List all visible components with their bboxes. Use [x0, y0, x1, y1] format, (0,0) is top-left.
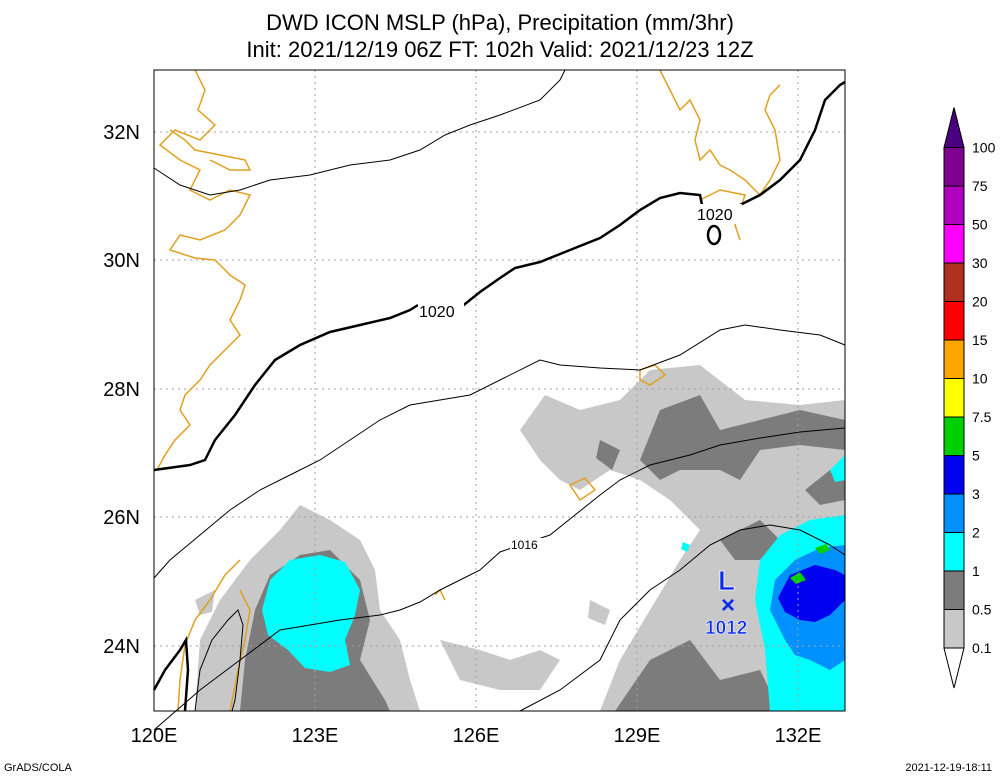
- colorbar-label: 15: [972, 332, 988, 348]
- colorbar-box: [943, 262, 965, 302]
- isobar-label-bg: [510, 538, 544, 552]
- colorbar-box: [943, 339, 965, 379]
- colorbar-label: 30: [972, 255, 988, 271]
- low-symbol: L: [718, 565, 735, 596]
- isobars-thick: [152, 80, 846, 712]
- chart-subtitle: Init: 2021/12/19 06Z FT: 102h Valid: 202…: [246, 37, 754, 62]
- isobars-thin: [153, 69, 846, 731]
- grid-lines: [154, 70, 845, 711]
- colorbar-label: 2: [972, 525, 980, 541]
- colorbar-label: 7.5: [972, 409, 992, 425]
- isobar-label-bg: [696, 204, 742, 224]
- colorbar-end-low: [943, 647, 965, 689]
- colorbar-label: 100: [972, 140, 996, 156]
- x-tick-label: 123E: [292, 725, 339, 747]
- y-tick-label: 24N: [103, 636, 140, 658]
- x-tick-label: 126E: [453, 725, 500, 747]
- colorbar-label: 1: [972, 563, 980, 579]
- isobar-label-1020-b: 1020: [697, 207, 733, 224]
- map-plot-area: [152, 69, 846, 731]
- colorbar-box: [943, 493, 965, 533]
- isobar-label-bg: [418, 300, 464, 320]
- low-pressure-value: 1012: [705, 618, 747, 639]
- y-axis: 24N 26N 28N 30N 32N: [103, 122, 140, 658]
- y-tick-label: 26N: [103, 507, 140, 529]
- colorbar-label: 20: [972, 294, 988, 310]
- colorbar-box: [943, 416, 965, 456]
- low-pressure-center: L × 1012: [705, 565, 748, 640]
- x-tick-label: 129E: [614, 725, 661, 747]
- colorbar-box: [943, 532, 965, 572]
- isobar-label-1016: 1016: [511, 538, 538, 552]
- colorbar-box: [943, 570, 965, 610]
- colorbar-box: [943, 185, 965, 225]
- x-tick-label: 132E: [775, 725, 822, 747]
- colorbar-box: [943, 378, 965, 418]
- colorbar-label: 50: [972, 217, 988, 233]
- colorbar: 0.1 0.5 1 2 3 5 7.5 10 15 20 30 50 75 100: [943, 107, 996, 689]
- y-tick-label: 32N: [103, 122, 140, 144]
- colorbar-label: 75: [972, 178, 988, 194]
- isobar-label-1020-a: 1020: [419, 304, 455, 321]
- colorbar-label: 5: [972, 448, 980, 464]
- x-axis: 120E 123E 126E 129E 132E: [131, 725, 822, 747]
- footer-timestamp: 2021-12-19-18:11: [905, 762, 992, 774]
- y-tick-label: 30N: [103, 250, 140, 272]
- colorbar-box: [943, 147, 965, 187]
- low-marker: ×: [721, 592, 735, 619]
- colorbar-label: 0.1: [972, 640, 992, 656]
- map-frame: [153, 69, 846, 712]
- y-tick-label: 28N: [103, 379, 140, 401]
- colorbar-box: [943, 609, 965, 649]
- precip-green: [790, 544, 830, 584]
- chart-title: DWD ICON MSLP (hPa), Precipitation (mm/3…: [266, 10, 734, 35]
- colorbar-label: 0.5: [972, 602, 992, 618]
- isobar-labels: 1020 1020 1016: [418, 204, 742, 552]
- colorbar-label: 10: [972, 371, 988, 387]
- colorbar-box: [943, 301, 965, 341]
- x-tick-label: 120E: [131, 725, 178, 747]
- colorbar-box: [943, 455, 965, 495]
- colorbar-box: [943, 224, 965, 264]
- footer-credit: GrADS/COLA: [4, 762, 72, 774]
- coastlines: [157, 69, 781, 712]
- colorbar-end-high: [943, 107, 965, 148]
- colorbar-label: 3: [972, 486, 980, 502]
